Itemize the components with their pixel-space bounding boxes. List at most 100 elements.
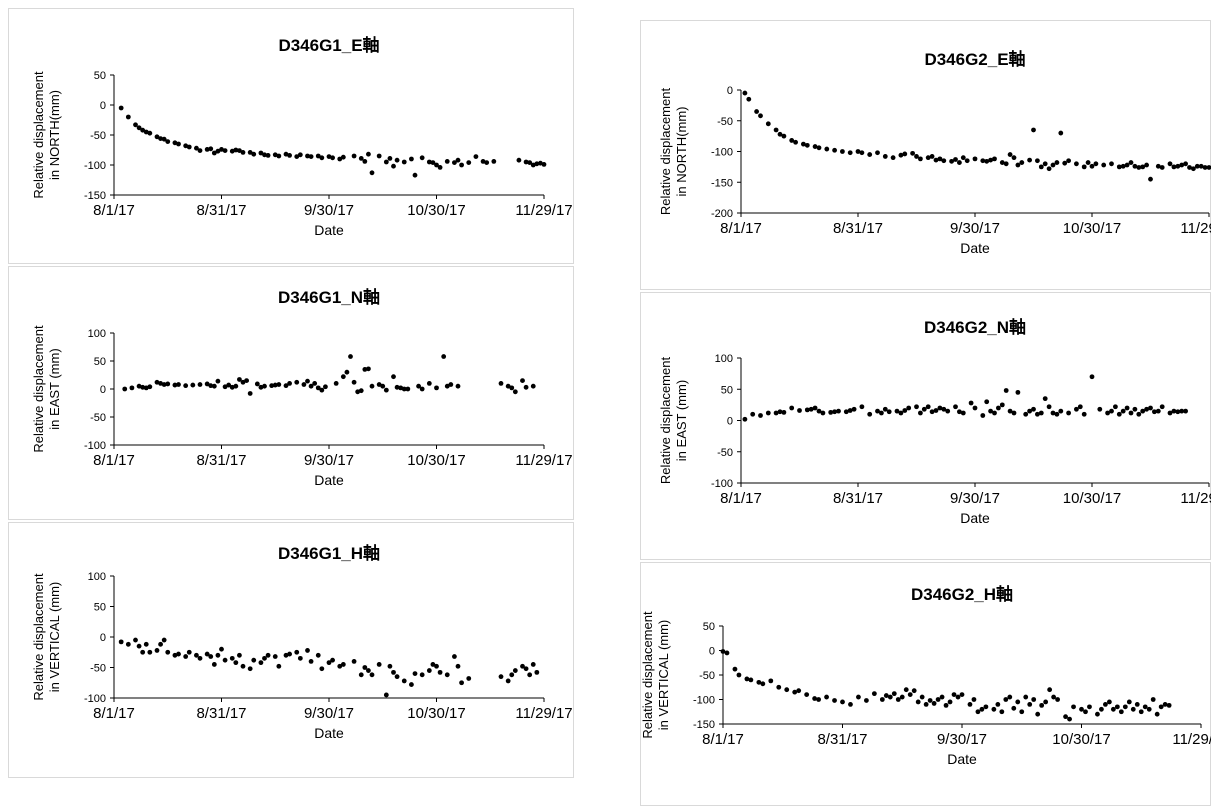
data-point (1015, 699, 1021, 705)
data-point (1019, 160, 1025, 165)
data-point (925, 404, 931, 410)
data-point (319, 155, 325, 161)
data-point (1031, 697, 1037, 702)
data-point (847, 150, 853, 156)
data-point (426, 381, 432, 386)
data-point (882, 406, 888, 412)
x-tick-label: 9/30/17 (304, 452, 354, 469)
data-point (340, 154, 346, 160)
data-point (319, 387, 325, 393)
data-point (742, 90, 748, 96)
data-point (419, 155, 425, 161)
data-point (204, 381, 210, 387)
data-point (748, 677, 754, 683)
data-point (1077, 404, 1083, 410)
data-point (208, 654, 214, 659)
data-point (1039, 702, 1045, 708)
chart-panel-g2h: D346G2_H軸 Relative displacement in VERTICA… (640, 562, 1211, 806)
data-point (832, 147, 837, 153)
x-tick-label: 9/30/17 (950, 490, 1000, 507)
data-point (1023, 694, 1029, 700)
data-point (394, 674, 400, 680)
data-point (796, 688, 802, 694)
data-point (1152, 409, 1157, 415)
data-point (215, 378, 221, 384)
data-point (204, 147, 210, 152)
data-point (523, 384, 529, 390)
data-point (937, 156, 943, 162)
data-point (505, 383, 511, 389)
data-point (843, 409, 849, 415)
data-point (240, 379, 246, 385)
data-point (455, 663, 461, 669)
data-point (898, 410, 904, 416)
chart-title: D346G1_E軸 (278, 35, 379, 55)
data-point (366, 366, 371, 372)
data-point (1003, 388, 1009, 393)
x-axis-label: Date (314, 472, 344, 488)
data-point (808, 406, 814, 412)
data-point (1042, 396, 1048, 402)
data-point (988, 408, 993, 414)
data-point (383, 159, 389, 165)
data-point (1124, 405, 1130, 411)
data-point (362, 367, 368, 372)
data-point (176, 382, 181, 387)
data-point (323, 384, 328, 390)
data-point (923, 702, 929, 707)
data-point (369, 383, 375, 389)
x-tick-label: 8/31/17 (833, 220, 883, 237)
data-point (1007, 694, 1013, 700)
data-point (330, 657, 335, 663)
data-point (1175, 163, 1181, 169)
data-point (882, 154, 888, 159)
y-tick-label: -100 (711, 478, 733, 490)
data-point (1206, 165, 1211, 170)
data-point (426, 159, 432, 165)
data-point (229, 655, 235, 661)
data-point (416, 383, 421, 389)
data-point (1124, 162, 1130, 168)
data-point (1183, 408, 1188, 414)
data-point (1132, 163, 1138, 169)
data-point (960, 410, 966, 416)
data-point (1019, 709, 1025, 715)
data-point (247, 666, 253, 672)
data-point (301, 382, 307, 387)
y-tick-label: -100 (84, 693, 106, 705)
data-point (1167, 161, 1173, 167)
data-point (856, 694, 861, 700)
data-point (165, 381, 171, 387)
data-point (276, 382, 282, 387)
data-point (272, 654, 278, 659)
data-point (1023, 411, 1029, 417)
data-point (158, 641, 163, 647)
data-point (161, 382, 167, 387)
data-point (906, 405, 912, 411)
data-point (1120, 163, 1126, 169)
data-point (315, 385, 321, 391)
x-axis-label: Date (314, 222, 344, 238)
data-point (219, 646, 224, 652)
y-axis-label: Relative displacement (31, 325, 46, 453)
data-point (1140, 408, 1146, 414)
data-point (376, 153, 382, 159)
y-tick-label: -50 (717, 447, 733, 459)
data-point (1101, 162, 1107, 168)
data-point (452, 654, 457, 659)
x-tick-label: 8/1/17 (702, 731, 744, 748)
data-point (340, 662, 346, 667)
data-point (773, 410, 779, 416)
data-point (1144, 406, 1149, 412)
data-point (1011, 155, 1017, 161)
data-point (1035, 411, 1040, 417)
data-point (358, 156, 364, 161)
data-point (1167, 410, 1173, 416)
data-point (211, 150, 217, 156)
y-tick-label: -150 (693, 719, 715, 731)
data-point (491, 159, 497, 164)
x-tick-label: 8/31/17 (833, 490, 883, 507)
data-point (898, 152, 904, 158)
data-point (1050, 162, 1056, 168)
data-point (140, 127, 146, 133)
